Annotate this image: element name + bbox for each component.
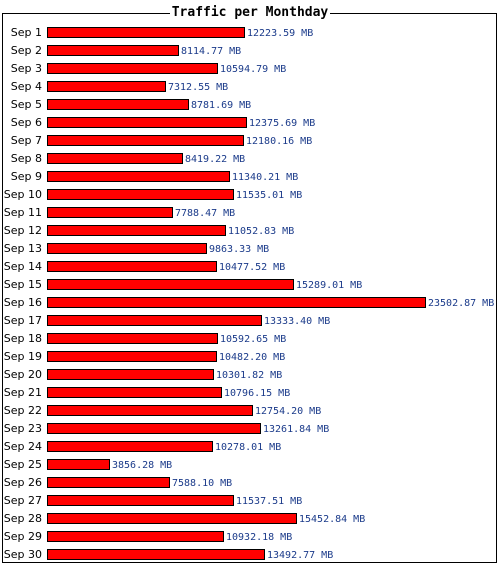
bar — [47, 513, 297, 524]
bar — [47, 279, 294, 290]
bar — [47, 549, 265, 560]
bar — [47, 117, 247, 128]
category-label: Sep 6 — [11, 116, 42, 129]
value-label: 10796.15 MB — [224, 388, 290, 399]
value-label: 12375.69 MB — [249, 118, 315, 129]
value-label: 13492.77 MB — [267, 550, 333, 561]
value-label: 7588.10 MB — [172, 478, 232, 489]
value-label: 3856.28 MB — [112, 460, 172, 471]
category-label: Sep 7 — [11, 134, 42, 147]
chart-title-text: Traffic per Monthday — [169, 5, 331, 20]
category-label: Sep 5 — [11, 98, 42, 111]
bar — [47, 495, 234, 506]
bar — [47, 153, 183, 164]
value-label: 12754.20 MB — [255, 406, 321, 417]
value-label: 9863.33 MB — [209, 244, 269, 255]
bar — [47, 135, 244, 146]
category-label: Sep 26 — [4, 476, 42, 489]
category-label: Sep 17 — [4, 314, 42, 327]
bar — [47, 441, 213, 452]
bar — [47, 387, 222, 398]
value-label: 10594.79 MB — [220, 64, 286, 75]
value-label: 11052.83 MB — [228, 226, 294, 237]
bar — [47, 225, 226, 236]
category-label: Sep 4 — [11, 80, 42, 93]
value-label: 10932.18 MB — [226, 532, 292, 543]
value-label: 10301.82 MB — [216, 370, 282, 381]
value-label: 8114.77 MB — [181, 46, 241, 57]
category-label: Sep 8 — [11, 152, 42, 165]
category-label: Sep 16 — [4, 296, 42, 309]
value-label: 11537.51 MB — [236, 496, 302, 507]
bar — [47, 207, 173, 218]
bar — [47, 171, 230, 182]
category-label: Sep 21 — [4, 386, 42, 399]
bar — [47, 369, 214, 380]
category-label: Sep 1 — [11, 26, 42, 39]
value-label: 13261.84 MB — [263, 424, 329, 435]
bar — [47, 297, 426, 308]
category-label: Sep 11 — [4, 206, 42, 219]
value-label: 8419.22 MB — [185, 154, 245, 165]
value-label: 7788.47 MB — [175, 208, 235, 219]
category-label: Sep 29 — [4, 530, 42, 543]
value-label: 15289.01 MB — [296, 280, 362, 291]
value-label: 10592.65 MB — [220, 334, 286, 345]
category-label: Sep 28 — [4, 512, 42, 525]
bar — [47, 333, 218, 344]
bar — [47, 315, 262, 326]
bar — [47, 81, 166, 92]
category-label: Sep 2 — [11, 44, 42, 57]
category-label: Sep 27 — [4, 494, 42, 507]
value-label: 8781.69 MB — [191, 100, 251, 111]
bar — [47, 351, 217, 362]
value-label: 11340.21 MB — [232, 172, 298, 183]
category-label: Sep 10 — [4, 188, 42, 201]
category-label: Sep 12 — [4, 224, 42, 237]
category-label: Sep 22 — [4, 404, 42, 417]
bar — [47, 27, 245, 38]
category-label: Sep 18 — [4, 332, 42, 345]
bar — [47, 261, 217, 272]
value-label: 7312.55 MB — [168, 82, 228, 93]
bar — [47, 63, 218, 74]
category-label: Sep 23 — [4, 422, 42, 435]
value-label: 10477.52 MB — [219, 262, 285, 273]
category-label: Sep 19 — [4, 350, 42, 363]
value-label: 15452.84 MB — [299, 514, 365, 525]
category-label: Sep 15 — [4, 278, 42, 291]
bar — [47, 531, 224, 542]
bar — [47, 423, 261, 434]
category-label: Sep 13 — [4, 242, 42, 255]
bar — [47, 459, 110, 470]
category-label: Sep 25 — [4, 458, 42, 471]
category-label: Sep 14 — [4, 260, 42, 273]
value-label: 11535.01 MB — [236, 190, 302, 201]
category-label: Sep 9 — [11, 170, 42, 183]
bar — [47, 99, 189, 110]
bar — [47, 189, 234, 200]
value-label: 13333.40 MB — [264, 316, 330, 327]
value-label: 10278.01 MB — [215, 442, 281, 453]
value-label: 12223.59 MB — [247, 28, 313, 39]
value-label: 12180.16 MB — [246, 136, 312, 147]
category-label: Sep 3 — [11, 62, 42, 75]
value-label: 10482.20 MB — [219, 352, 285, 363]
bar — [47, 243, 207, 254]
bar — [47, 477, 170, 488]
value-label: 23502.87 MB — [428, 298, 494, 309]
bar — [47, 405, 253, 416]
category-label: Sep 24 — [4, 440, 42, 453]
category-label: Sep 30 — [4, 548, 42, 561]
bar — [47, 45, 179, 56]
chart-title: Traffic per Monthday — [0, 5, 500, 21]
category-label: Sep 20 — [4, 368, 42, 381]
